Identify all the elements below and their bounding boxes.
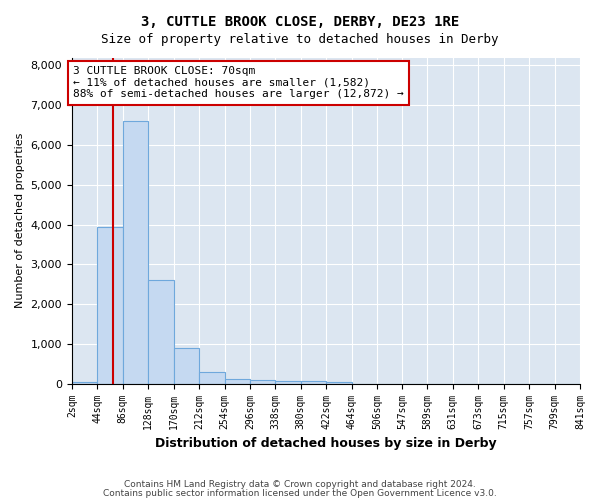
Bar [97, 226, 123, 384]
Bar [123, 121, 148, 384]
Bar [173, 348, 199, 384]
Bar [250, 380, 275, 384]
Text: Contains HM Land Registry data © Crown copyright and database right 2024.: Contains HM Land Registry data © Crown c… [124, 480, 476, 489]
X-axis label: Distribution of detached houses by size in Derby: Distribution of detached houses by size … [155, 437, 497, 450]
Bar [224, 378, 250, 384]
Text: 3, CUTTLE BROOK CLOSE, DERBY, DE23 1RE: 3, CUTTLE BROOK CLOSE, DERBY, DE23 1RE [141, 15, 459, 29]
Y-axis label: Number of detached properties: Number of detached properties [15, 133, 25, 308]
Text: Size of property relative to detached houses in Derby: Size of property relative to detached ho… [101, 32, 499, 46]
Bar [148, 280, 173, 384]
Bar [72, 382, 97, 384]
Bar [275, 380, 301, 384]
Bar [301, 382, 326, 384]
Text: Contains public sector information licensed under the Open Government Licence v3: Contains public sector information licen… [103, 488, 497, 498]
Text: 3 CUTTLE BROOK CLOSE: 70sqm
← 11% of detached houses are smaller (1,582)
88% of : 3 CUTTLE BROOK CLOSE: 70sqm ← 11% of det… [73, 66, 404, 100]
Bar [326, 382, 352, 384]
Bar [199, 372, 224, 384]
